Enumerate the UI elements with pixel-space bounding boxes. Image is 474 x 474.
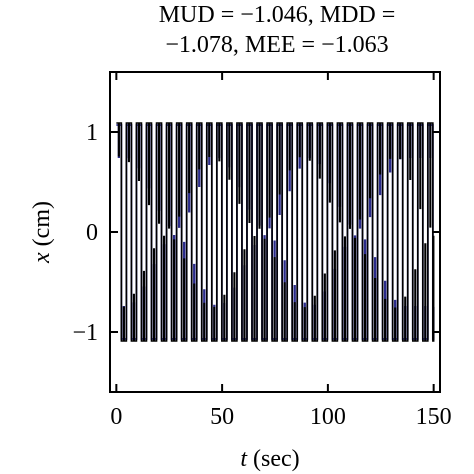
series-line-2 [116,122,435,342]
chart-title-line-2: −1.078, MEE = −1.063 [165,32,388,58]
y-axis-label-symbol: x [29,252,55,264]
chart-title-line-1: MUD = −1.046, MDD = [159,2,396,28]
x-tick-label: 50 [210,404,234,430]
y-tick-label: 0 [86,220,98,246]
plot-frame [109,71,441,393]
y-axis-label: x (cm) [29,201,55,264]
x-tick-label: 0 [110,404,122,430]
y-axis-label-unit: (cm) [29,201,55,252]
x-axis-label: t (sec) [240,446,299,472]
x-axis-label-symbol: t [240,446,248,472]
y-tick-label: −1 [72,320,98,346]
plot-area [116,122,435,342]
y-tick-label: 1 [86,120,98,146]
y-axis: −1 0 1 [72,120,440,346]
series-layer [116,122,435,342]
x-tick-label: 150 [416,404,452,430]
x-axis-label-unit: (sec) [247,446,300,472]
x-tick-label: 100 [310,404,346,430]
x-axis: 0 50 100 150 [110,72,452,430]
